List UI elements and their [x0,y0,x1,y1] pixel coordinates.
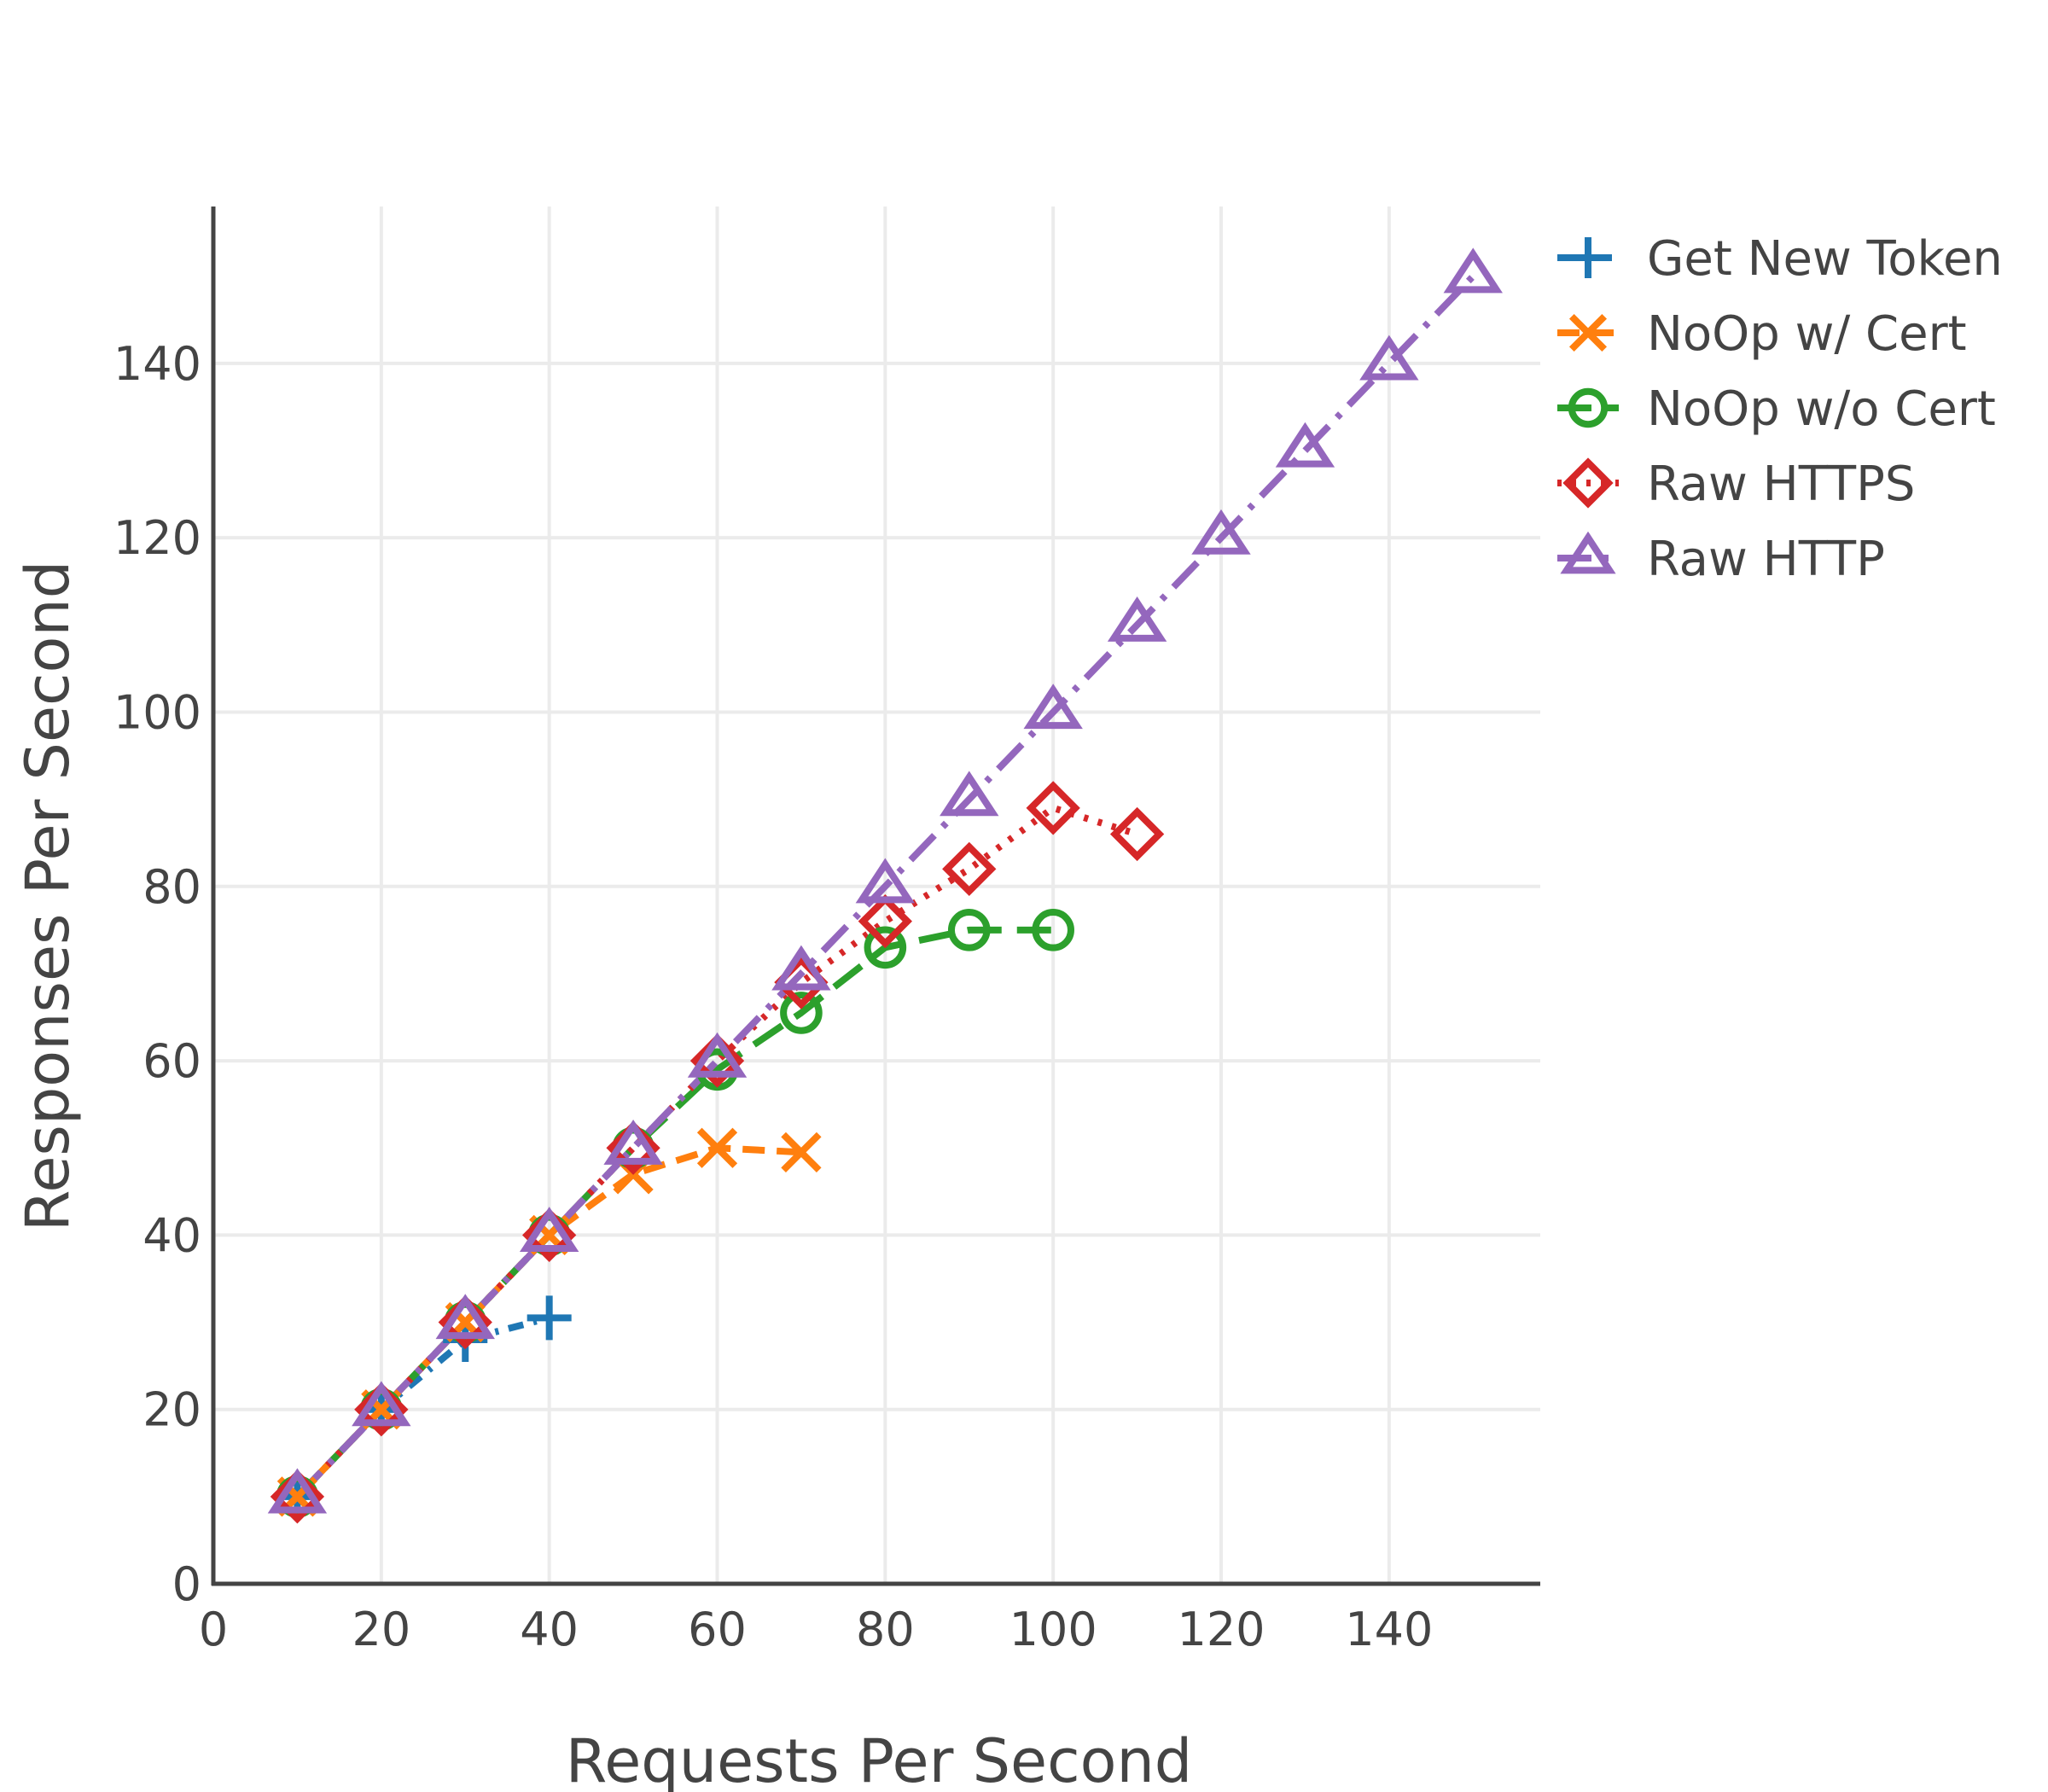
legend-item: Get New Token [1557,231,2003,287]
legend-item: NoOp w/ Cert [1557,306,1967,362]
diamond-marker [606,1120,660,1175]
x-tick-label: 40 [520,1603,579,1656]
triangle-marker [1191,509,1251,555]
triangle-marker [519,1207,579,1252]
y-axis-title: Responses Per Second [13,561,83,1231]
triangle-marker [1443,247,1503,294]
legend-label: Get New Token [1647,231,2003,287]
cross-marker [1568,237,1609,278]
x-tick-labels: 0 20 40 60 80 100 120 140 [199,1603,1434,1656]
triangle-marker [603,1119,663,1165]
triangle-marker [352,1381,411,1427]
triangle-marker [940,771,999,817]
series-points-4 [267,247,1503,1514]
x-marker [1568,313,1608,352]
legend-label: Raw HTTP [1647,532,1885,587]
x-axis-title: Requests Per Second [566,1726,1193,1792]
y-tick-label: 120 [113,511,201,565]
series-line-4 [294,273,1476,1499]
x-tick-label: 140 [1345,1603,1433,1656]
diamond-marker [689,1033,745,1088]
y-tick-label: 80 [143,860,201,914]
legend-label: NoOp w/ Cert [1647,306,1967,362]
y-tick-label: 60 [143,1034,201,1088]
legend-item: NoOp w/o Cert [1557,381,1996,437]
triangle-marker [435,1294,495,1340]
legend: Get New Token NoOp w/ Cert NoOp w/o Cert Ra… [1557,231,2003,587]
series-line-0 [294,1314,550,1499]
x-tick-label: 100 [1009,1603,1097,1656]
triangle-marker [771,945,831,991]
circle-marker [1568,387,1609,428]
x-tick-label: 20 [352,1603,410,1656]
diamond-marker [1026,781,1080,835]
y-tick-label: 140 [113,337,201,391]
triangle-marker [1023,684,1083,730]
y-tick-label: 20 [143,1383,201,1437]
triangle-marker [1275,422,1335,468]
x-tick-label: 80 [856,1603,915,1656]
triangle-marker [855,858,916,904]
x-marker [696,1127,738,1168]
triangle-marker [687,1032,748,1078]
legend-label: NoOp w/o Cert [1647,381,1996,437]
diamond-marker [1562,457,1614,509]
cross-marker [527,1295,572,1341]
circle-marker [947,909,991,951]
diamond-marker [858,893,912,949]
triangle-marker [1107,596,1167,642]
series-line-3 [294,804,1138,1499]
x-tick-label: 120 [1177,1603,1265,1656]
grid [213,207,1540,1584]
diamond-marker [1109,806,1165,862]
circle-marker [864,926,907,969]
diamond-marker [522,1207,577,1263]
legend-item: Raw HTTPS [1557,457,1915,512]
y-tick-labels: 0 20 40 60 80 100 120 140 [113,337,201,1611]
diamond-marker [270,1469,325,1524]
x-tick-label: 60 [688,1603,747,1656]
series-line-2 [294,926,1054,1499]
x-tick-label: 0 [199,1603,228,1656]
triangle-marker [1560,531,1616,574]
circle-marker [780,992,823,1034]
y-tick-label: 100 [113,685,201,739]
y-tick-label: 40 [143,1208,201,1262]
triangle-marker [1359,335,1419,381]
legend-label: Raw HTTPS [1647,457,1915,512]
legend-item: Raw HTTP [1557,531,1885,587]
series-points-0 [275,1295,572,1519]
series-markers [267,247,1503,1524]
diamond-marker [438,1295,492,1350]
circle-marker [1032,909,1074,951]
diamond-marker [942,841,997,897]
triangle-marker [267,1468,328,1514]
x-marker [781,1132,822,1172]
y-tick-label: 0 [172,1557,201,1611]
diamond-marker [354,1382,409,1437]
axes [211,207,1540,1586]
